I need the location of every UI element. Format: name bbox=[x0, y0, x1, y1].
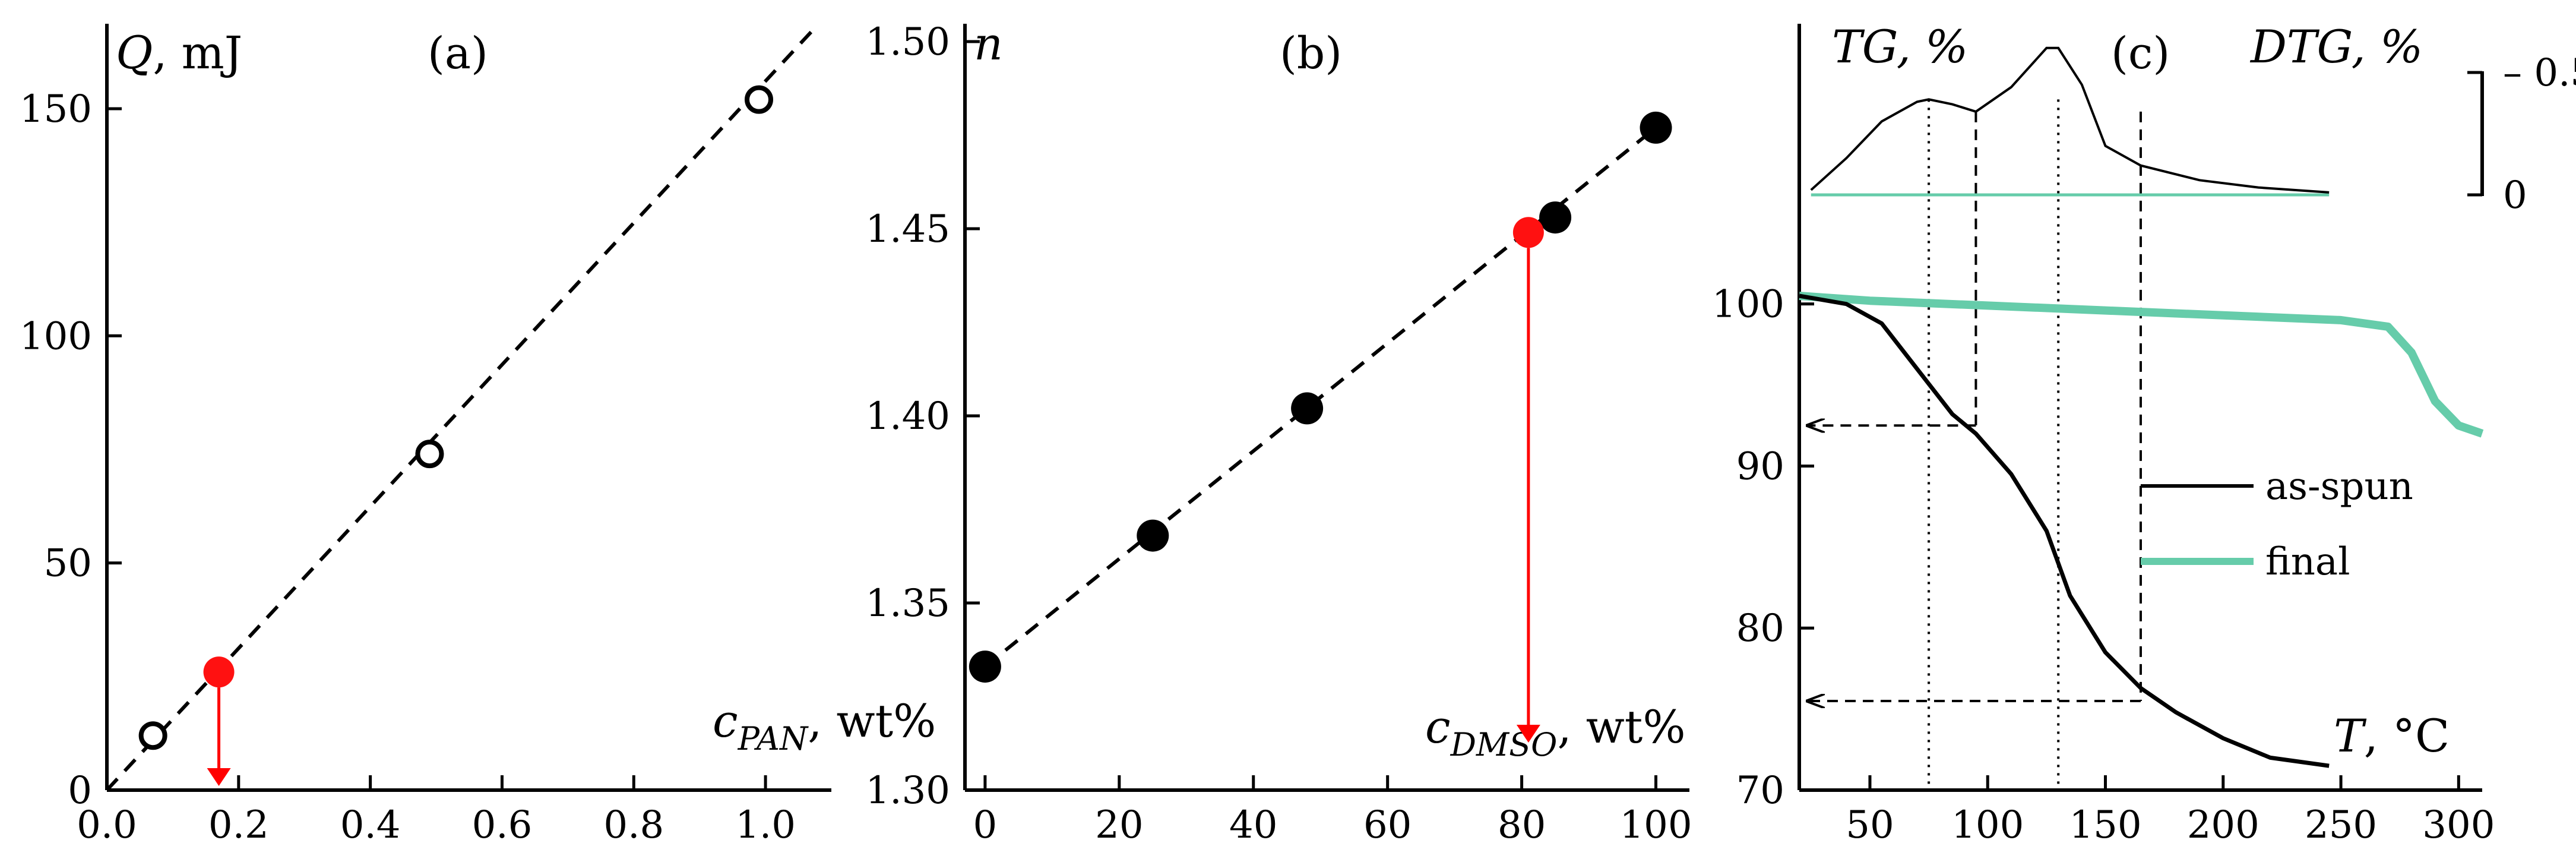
data-point-b bbox=[969, 651, 1001, 683]
y-axis-label-b: n bbox=[974, 17, 1003, 70]
x-tick-label-c: 250 bbox=[2305, 803, 2377, 847]
red-data-point-b bbox=[1512, 217, 1544, 248]
data-point-a bbox=[138, 721, 167, 750]
y-axis-label-left-c: TG, % bbox=[1832, 20, 1968, 73]
chart-panel-b: (b) n cDMSO, wt% 0 20 40 60 80 100 1.30 1.35 1.… bbox=[866, 17, 1692, 847]
x-tick-label-c: 100 bbox=[1951, 803, 2024, 847]
panel-label-c: (c) bbox=[2111, 28, 2170, 79]
x-tick-label-a: 0.8 bbox=[603, 803, 664, 847]
data-point-b bbox=[1291, 392, 1324, 425]
panel-label-a: (a) bbox=[428, 28, 488, 79]
x-tick-label-b: 40 bbox=[1229, 803, 1277, 847]
x-tick-label-a: 0.2 bbox=[208, 803, 269, 847]
y-tick-label-b: 1.35 bbox=[866, 582, 951, 626]
x-tick-label-b: 60 bbox=[1363, 803, 1412, 847]
x-axis-label-b: cDMSO, wt% bbox=[1425, 700, 1686, 763]
data-point-b bbox=[1137, 519, 1169, 552]
y-axis-label-a: Q, mJ bbox=[116, 26, 242, 79]
legend-label-as-spun: as-spun bbox=[2265, 465, 2413, 509]
x-tick-label-b: 20 bbox=[1095, 803, 1143, 847]
dtg-curve-as-spun bbox=[1810, 46, 2330, 194]
y-tick-label-b: 1.30 bbox=[866, 769, 951, 813]
data-point-b bbox=[1640, 111, 1672, 144]
legend-label-final: final bbox=[2265, 540, 2350, 584]
tg-curve-as-spun bbox=[1799, 293, 2330, 768]
x-tick-label-a: 0.6 bbox=[472, 803, 533, 847]
y-tick-label-right-c: 0 bbox=[2503, 173, 2527, 217]
panel-label-b: (b) bbox=[1280, 28, 1342, 79]
y-tick-label-a: 100 bbox=[20, 314, 92, 358]
x-tick-label-b: 0 bbox=[973, 803, 998, 847]
y-tick-label-left-c: 70 bbox=[1736, 769, 1784, 813]
tg-curve-final bbox=[1799, 292, 2484, 438]
red-data-point-a bbox=[203, 656, 235, 688]
y-tick-label-b: 1.50 bbox=[866, 20, 951, 64]
x-tick-label-a: 0.0 bbox=[77, 803, 137, 847]
y-tick-label-a: 150 bbox=[20, 87, 92, 131]
x-tick-label-c: 200 bbox=[2187, 803, 2259, 847]
chart-panel-a: (a) Q, mJ cPAN, wt% 0.0 0.2 0.4 0.6 0.8 1.0 0… bbox=[20, 24, 936, 847]
y-tick-label-b: 1.45 bbox=[866, 207, 951, 251]
fit-line-a bbox=[105, 30, 813, 792]
x-tick-label-c: 50 bbox=[1846, 803, 1894, 847]
x-tick-label-c: 150 bbox=[2069, 803, 2141, 847]
x-tick-label-a: 1.0 bbox=[735, 803, 796, 847]
chart-panel-c: (c) TG, % DTG, % T, °C 50 100 150 200 250 300… bbox=[1712, 20, 2576, 847]
x-tick-label-b: 100 bbox=[1619, 803, 1692, 847]
y-axis-label-right-c: DTG, % bbox=[2249, 20, 2423, 73]
y-tick-label-left-c: 100 bbox=[1712, 283, 1784, 327]
y-tick-label-left-c: 90 bbox=[1736, 444, 1784, 488]
x-tick-label-b: 80 bbox=[1498, 803, 1546, 847]
y-tick-label-a: 0 bbox=[68, 769, 92, 813]
x-axis-label-c: T, °C bbox=[2334, 709, 2450, 762]
data-point-b bbox=[1539, 201, 1572, 234]
data-point-a bbox=[415, 440, 444, 469]
data-point-a bbox=[745, 85, 773, 114]
y-tick-label-b: 1.40 bbox=[866, 394, 951, 438]
x-axis-label-a: cPAN, wt% bbox=[713, 694, 936, 757]
x-tick-label-c: 300 bbox=[2422, 803, 2495, 847]
y-tick-label-right-c: – 0.5 bbox=[2503, 51, 2576, 95]
y-tick-label-a: 50 bbox=[44, 542, 92, 586]
legend-c: as-spun final bbox=[2141, 465, 2413, 584]
x-tick-label-a: 0.4 bbox=[340, 803, 401, 847]
y-tick-label-left-c: 80 bbox=[1736, 607, 1784, 651]
